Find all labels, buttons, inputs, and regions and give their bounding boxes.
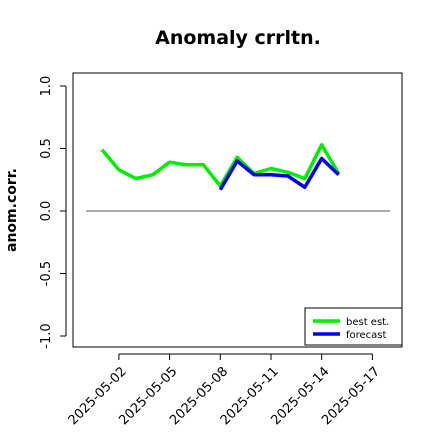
y-tick-label: 1.0: [39, 76, 54, 97]
y-tick-label: 0.0: [39, 201, 54, 222]
y-tick-label: 0.5: [39, 138, 54, 159]
series-line-best-est: [100, 143, 341, 188]
legend: best est. forecast: [304, 307, 403, 346]
legend-label-best-est: best est.: [346, 317, 389, 328]
y-tick-label: -0.5: [39, 261, 54, 286]
legend-label-forecast: forecast: [346, 330, 387, 341]
chart-title: Anomaly crrltn.: [155, 27, 321, 49]
y-axis-label: anom.corr.: [4, 168, 20, 252]
y-tick-label: -1.0: [39, 323, 54, 348]
series-line-forecast: [218, 156, 340, 191]
legend-box: [304, 307, 403, 346]
plot-frame: [72, 72, 403, 348]
